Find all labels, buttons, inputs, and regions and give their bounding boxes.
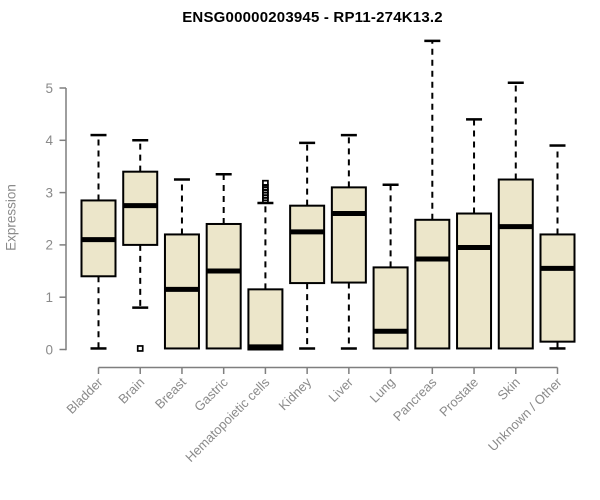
box-prostate — [456, 118, 493, 350]
y-tick-label: 1 — [45, 290, 53, 305]
box-hematopoietic-cells — [247, 179, 284, 351]
box-pancreas — [414, 39, 451, 350]
iqr-box — [205, 222, 242, 350]
y-tick-label: 0 — [45, 342, 53, 357]
chart-title: ENSG00000203945 - RP11-274K13.2 — [182, 9, 443, 26]
box-breast — [163, 178, 200, 350]
iqr-box — [539, 233, 576, 343]
x-tick-label-unknown-other: Unknown / Other — [485, 374, 565, 454]
x-tick-label-prostate: Prostate — [436, 375, 481, 420]
x-tick-label-gastric: Gastric — [191, 374, 231, 414]
iqr-box — [414, 218, 451, 350]
iqr-box — [456, 212, 493, 350]
iqr-box — [497, 178, 534, 350]
iqr-box — [289, 204, 326, 285]
box-lung — [372, 183, 409, 350]
y-tick-label: 5 — [45, 81, 53, 96]
x-tick-label-brain: Brain — [115, 375, 147, 407]
x-tick-label-kidney: Kidney — [276, 374, 315, 413]
box-unknown-other — [539, 144, 576, 350]
iqr-box — [247, 288, 284, 351]
box-brain — [122, 139, 159, 352]
x-tick-label-liver: Liver — [325, 374, 356, 405]
x-tick-label-bladder: Bladder — [63, 374, 106, 417]
iqr-box — [372, 266, 409, 350]
x-tick-label-skin: Skin — [494, 375, 522, 403]
iqr-box — [122, 170, 159, 246]
y-tick-label: 2 — [45, 238, 53, 253]
y-axis: 0 1 2 3 4 5 — [45, 81, 67, 357]
box-kidney — [289, 141, 326, 350]
box-skin — [497, 81, 534, 350]
x-tick-label-pancreas: Pancreas — [390, 374, 440, 424]
iqr-box — [330, 186, 367, 284]
x-tick-label-breast: Breast — [152, 374, 189, 411]
box-bladder — [80, 133, 117, 350]
box-liver — [330, 133, 367, 350]
y-tick-label: 3 — [45, 185, 53, 200]
outlier-point — [136, 345, 144, 352]
box-gastric — [205, 173, 242, 350]
outlier-point — [262, 179, 269, 187]
y-tick-label: 4 — [45, 133, 53, 148]
x-tick-label-lung: Lung — [367, 375, 398, 406]
